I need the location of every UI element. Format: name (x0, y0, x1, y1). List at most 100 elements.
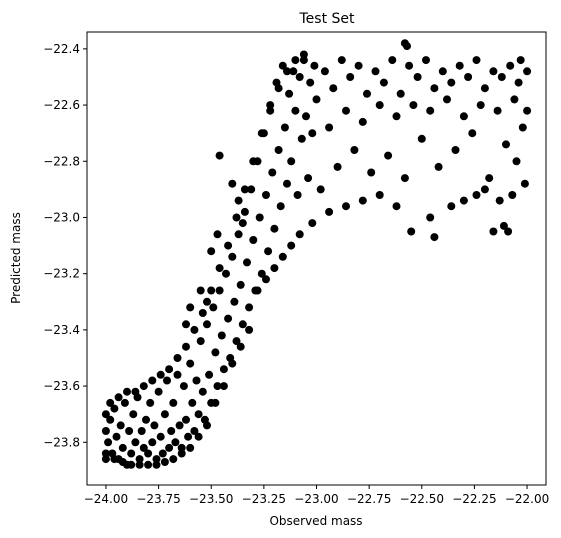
data-point (156, 370, 165, 379)
data-point (333, 162, 342, 171)
data-point (342, 202, 350, 211)
data-point (163, 376, 171, 385)
data-point (306, 78, 315, 87)
data-point (160, 410, 169, 419)
data-point (293, 191, 302, 199)
data-point (426, 106, 435, 115)
data-point (502, 140, 510, 149)
data-point (112, 432, 121, 441)
data-point (304, 174, 313, 183)
data-point (203, 421, 211, 430)
data-point (194, 432, 203, 441)
data-point (142, 415, 150, 424)
x-tick-label: −22.75 (347, 492, 391, 506)
data-point (447, 202, 456, 211)
data-point (289, 67, 298, 76)
y-tick-label: −22.4 (43, 42, 80, 56)
data-point (230, 297, 239, 306)
data-point (270, 224, 279, 233)
data-point (240, 185, 249, 194)
data-point (312, 95, 321, 104)
data-point (274, 146, 283, 154)
data-point (158, 449, 167, 458)
data-point (127, 449, 136, 458)
data-point (283, 67, 291, 76)
y-tick-label: −23.8 (43, 435, 80, 449)
data-point (270, 264, 279, 273)
data-point (192, 376, 201, 385)
data-point (413, 73, 422, 81)
data-point (165, 365, 174, 374)
data-point (173, 370, 182, 379)
data-point (139, 382, 148, 391)
data-point (403, 42, 411, 51)
data-point (447, 78, 456, 87)
data-point (508, 191, 517, 199)
data-point (455, 61, 464, 70)
data-point (228, 179, 237, 188)
data-point (129, 410, 138, 419)
data-point (249, 157, 258, 166)
data-point (184, 432, 193, 441)
data-point (144, 449, 153, 458)
data-point (299, 50, 308, 59)
data-point (297, 134, 306, 143)
x-tick-label: −22.25 (452, 492, 496, 506)
data-point (169, 398, 178, 407)
data-point (459, 112, 468, 121)
data-point (480, 185, 489, 194)
data-point (222, 269, 230, 278)
data-point (165, 443, 174, 452)
data-point (295, 230, 304, 239)
data-point (375, 101, 384, 110)
data-point (464, 73, 473, 81)
data-point (215, 264, 224, 273)
data-point (371, 67, 380, 76)
data-point (232, 213, 241, 222)
y-tick-label: −22.6 (43, 98, 80, 112)
data-point (196, 286, 205, 295)
data-point (173, 354, 182, 362)
data-point (101, 455, 110, 464)
data-point (367, 168, 376, 177)
data-point (506, 61, 515, 70)
data-point (512, 157, 521, 166)
data-point (211, 398, 220, 407)
data-point (493, 106, 502, 115)
data-point (518, 123, 527, 132)
data-point (207, 247, 216, 256)
data-point (240, 207, 249, 216)
data-point (407, 227, 416, 236)
data-point (476, 101, 485, 110)
data-point (329, 84, 338, 93)
data-point (417, 134, 426, 143)
data-point (167, 427, 176, 435)
data-point (249, 236, 258, 244)
data-point (245, 303, 254, 312)
data-point (238, 320, 247, 329)
data-point (190, 427, 199, 435)
data-point (354, 61, 363, 70)
data-point (291, 106, 300, 115)
x-tick-label: −23.75 (136, 492, 180, 506)
x-tick-label: −24.00 (84, 492, 128, 506)
data-point (182, 320, 190, 329)
data-point (316, 185, 325, 194)
data-point (283, 179, 291, 188)
y-tick-label: −23.4 (43, 323, 80, 337)
data-point (110, 455, 119, 464)
data-point (209, 303, 218, 312)
chart-title: Test Set (298, 11, 355, 27)
data-point (219, 365, 228, 374)
data-point (186, 303, 195, 312)
data-point (118, 443, 127, 452)
data-point (234, 196, 243, 205)
data-point (116, 421, 125, 430)
data-point (485, 174, 494, 183)
data-point (472, 191, 481, 199)
data-point (280, 123, 289, 132)
data-point (234, 230, 243, 239)
data-point (266, 106, 275, 115)
data-point (523, 67, 532, 76)
